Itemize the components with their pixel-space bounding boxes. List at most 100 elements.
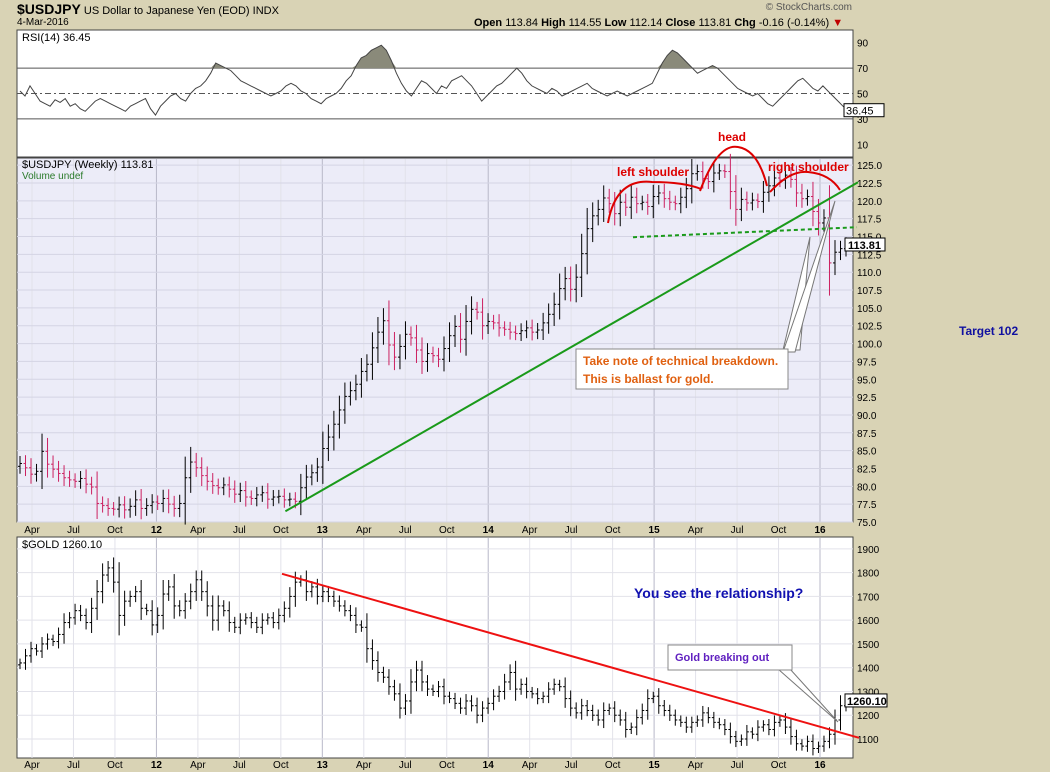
gold-price-bar — [788, 719, 793, 745]
gold-price-bar — [711, 711, 716, 729]
low-label: Low — [604, 17, 627, 29]
usdjpy-price-bar — [227, 476, 232, 498]
gold-price-bar — [805, 735, 810, 752]
breakdown-callout-box — [575, 348, 789, 390]
gold-price-bar — [436, 681, 441, 698]
usdjpy-last-value-label: 113.81 — [848, 240, 881, 252]
usdjpy-price-bar — [304, 464, 309, 500]
usdjpy-price-bar — [832, 240, 837, 276]
usdjpy-price-bar — [744, 191, 749, 211]
usdjpy-y-tick-label: 80.0 — [857, 482, 877, 493]
usdjpy-price-bar — [298, 473, 303, 516]
gold-price-bar — [144, 603, 149, 616]
usdjpy-price-bar — [315, 457, 320, 482]
gold-price-bar — [634, 709, 639, 736]
gold-x-tick-label: Jul — [565, 760, 578, 771]
usdjpy-price-bar — [144, 498, 149, 516]
gold-price-bar — [447, 691, 452, 704]
gold-price-bar — [73, 603, 78, 625]
usdjpy-x-tick-label: 15 — [649, 525, 661, 536]
head-label: head — [718, 130, 746, 144]
usdjpy-price-bar — [29, 458, 34, 484]
gold-price-bar — [618, 709, 623, 726]
gold-price-bar — [18, 658, 22, 670]
gold-price-bar — [106, 561, 111, 582]
gold-price-bar — [122, 590, 127, 626]
usdjpy-title: $USDJPY (Weekly) 113.81 — [22, 159, 153, 171]
breakdown-callout-line1: Take note of technical breakdown. — [583, 354, 778, 368]
gold-price-bar — [508, 664, 513, 691]
usdjpy-y-tick-label: 100.0 — [857, 340, 882, 351]
gold-price-bar — [717, 717, 722, 730]
usdjpy-neckline — [632, 226, 858, 239]
gold-price-bar — [425, 675, 430, 696]
gold-price-bar — [739, 734, 744, 746]
usdjpy-price-bar — [309, 464, 314, 486]
usdjpy-x-tick-label: Jul — [731, 525, 744, 536]
usdjpy-price-bar — [607, 188, 612, 213]
gold-x-tick-label: Apr — [356, 760, 372, 771]
usdjpy-price-bar — [40, 433, 45, 490]
gold-price-bar — [491, 689, 496, 711]
low-value: 112.14 — [629, 17, 663, 29]
usdjpy-price-bar — [502, 321, 507, 336]
usdjpy-price-bar — [667, 190, 672, 211]
usdjpy-price-bar — [326, 424, 331, 462]
usdjpy-y-tick-label: 110.0 — [857, 268, 882, 279]
left-shoulder-arc — [607, 180, 702, 224]
gold-x-tick-label: Oct — [771, 760, 787, 771]
gold-price-bar — [513, 660, 518, 701]
usdjpy-price-bar — [750, 192, 755, 211]
usdjpy-price-bar — [194, 452, 199, 477]
gold-price-bar — [348, 604, 353, 622]
usdjpy-price-bar — [453, 315, 458, 347]
gold-x-tick-label: Jul — [399, 760, 412, 771]
gold-price-bar — [706, 707, 711, 724]
gold-x-tick-label: 12 — [151, 760, 163, 771]
usdjpy-price-bar — [425, 343, 430, 372]
gold-price-bar — [117, 562, 122, 636]
rsi-y-tick-label: 10 — [857, 140, 869, 151]
usdjpy-price-bar — [766, 176, 771, 202]
usdjpy-y-tick-label: 112.5 — [857, 250, 882, 261]
usdjpy-price-bar — [381, 308, 386, 345]
usdjpy-x-tick-label: Apr — [688, 525, 704, 536]
usdjpy-price-bar — [574, 264, 579, 303]
gold-y-tick-label: 1700 — [857, 592, 880, 603]
gold-price-bar — [194, 570, 199, 601]
usdjpy-price-bar — [155, 495, 160, 511]
usdjpy-price-bar — [106, 498, 111, 516]
usdjpy-price-bar — [656, 185, 661, 205]
gold-price-bar — [276, 608, 281, 630]
usdjpy-price-bar — [238, 482, 243, 503]
usdjpy-price-bar — [601, 185, 606, 222]
gold-price-bar — [188, 583, 193, 610]
gold-price-bar — [821, 735, 826, 752]
exchange: INDX — [252, 5, 279, 17]
usdjpy-price-bar — [205, 466, 210, 491]
gold-price-bar — [238, 613, 243, 635]
gold-price-bar — [67, 612, 72, 629]
right-shoulder-label: right shoulder — [768, 160, 849, 174]
usdjpy-price-bar — [585, 207, 590, 275]
gold-price-bar — [480, 701, 485, 723]
gold-y-tick-label: 1200 — [857, 711, 880, 722]
symbol: $USDJPY — [17, 1, 81, 17]
gold-price-bar — [150, 600, 155, 636]
usdjpy-price-bar — [799, 183, 804, 208]
usdjpy-price-bar — [249, 490, 254, 506]
gold-price-bar — [45, 633, 50, 650]
usdjpy-price-bar — [711, 162, 716, 193]
gold-price-bar — [183, 593, 188, 619]
gold-price-bar — [651, 691, 656, 704]
gold-y-tick-label: 1600 — [857, 616, 880, 627]
usdjpy-price-bar — [265, 483, 270, 509]
open-value: 113.84 — [505, 17, 539, 29]
usdjpy-price-bar — [838, 240, 843, 261]
gold-price-bar — [166, 580, 171, 601]
gold-price-bar — [799, 739, 804, 751]
usdjpy-price-bar — [728, 153, 733, 210]
usdjpy-y-tick-label: 87.5 — [857, 429, 877, 440]
usdjpy-price-bar — [56, 460, 61, 482]
